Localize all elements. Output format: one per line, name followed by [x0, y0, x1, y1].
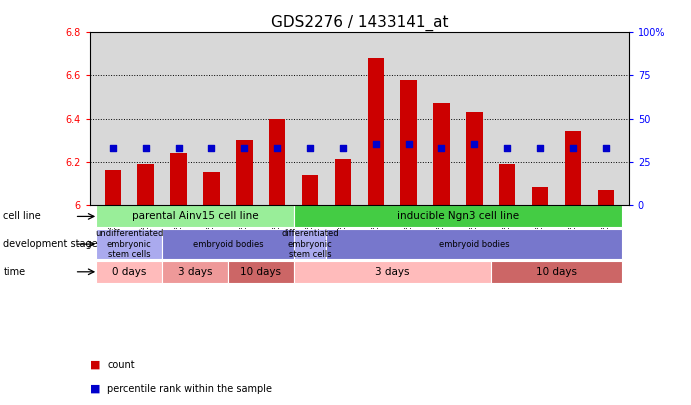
- Text: 10 days: 10 days: [240, 267, 281, 277]
- Bar: [400, 80, 417, 205]
- Point: [337, 145, 348, 151]
- Bar: [162, 229, 294, 259]
- Bar: [565, 132, 581, 205]
- Bar: [162, 261, 228, 283]
- Point: [403, 141, 414, 148]
- Bar: [97, 261, 162, 283]
- Text: count: count: [107, 360, 135, 369]
- Bar: [294, 261, 491, 283]
- Point: [272, 145, 283, 151]
- Text: 10 days: 10 days: [536, 267, 577, 277]
- Point: [239, 145, 250, 151]
- Bar: [334, 160, 351, 205]
- Point: [468, 141, 480, 148]
- Text: development stage: development stage: [3, 239, 98, 249]
- Point: [305, 145, 316, 151]
- Text: 3 days: 3 days: [178, 267, 212, 277]
- Bar: [466, 112, 482, 205]
- Text: 3 days: 3 days: [375, 267, 410, 277]
- Bar: [532, 188, 548, 205]
- Point: [502, 145, 513, 151]
- Text: cell line: cell line: [3, 211, 41, 222]
- Text: time: time: [3, 267, 26, 277]
- Text: percentile rank within the sample: percentile rank within the sample: [107, 384, 272, 394]
- Text: 0 days: 0 days: [112, 267, 146, 277]
- Text: ■: ■: [90, 384, 100, 394]
- Bar: [104, 170, 121, 205]
- Point: [173, 145, 184, 151]
- Bar: [97, 205, 294, 228]
- Point: [600, 145, 612, 151]
- Point: [140, 145, 151, 151]
- Bar: [294, 229, 326, 259]
- Bar: [236, 140, 252, 205]
- Text: embryoid bodies: embryoid bodies: [193, 240, 263, 249]
- Text: inducible Ngn3 cell line: inducible Ngn3 cell line: [397, 211, 519, 222]
- Text: undifferentiated
embryonic
stem cells: undifferentiated embryonic stem cells: [95, 229, 164, 259]
- Point: [436, 145, 447, 151]
- Point: [107, 145, 118, 151]
- Bar: [138, 164, 154, 205]
- Bar: [203, 173, 220, 205]
- Bar: [433, 104, 450, 205]
- Point: [535, 145, 546, 151]
- Text: parental Ainv15 cell line: parental Ainv15 cell line: [132, 211, 258, 222]
- Bar: [302, 175, 319, 205]
- Title: GDS2276 / 1433141_at: GDS2276 / 1433141_at: [271, 15, 448, 31]
- Bar: [228, 261, 294, 283]
- Bar: [294, 205, 622, 228]
- Point: [206, 145, 217, 151]
- Bar: [598, 190, 614, 205]
- Text: ■: ■: [90, 360, 100, 369]
- Bar: [499, 164, 515, 205]
- Text: differentiated
embryonic
stem cells: differentiated embryonic stem cells: [281, 229, 339, 259]
- Bar: [491, 261, 622, 283]
- Bar: [171, 153, 187, 205]
- Point: [567, 145, 578, 151]
- Point: [370, 141, 381, 148]
- Bar: [368, 58, 384, 205]
- Bar: [326, 229, 622, 259]
- Bar: [269, 119, 285, 205]
- Bar: [97, 229, 162, 259]
- Text: embryoid bodies: embryoid bodies: [439, 240, 510, 249]
